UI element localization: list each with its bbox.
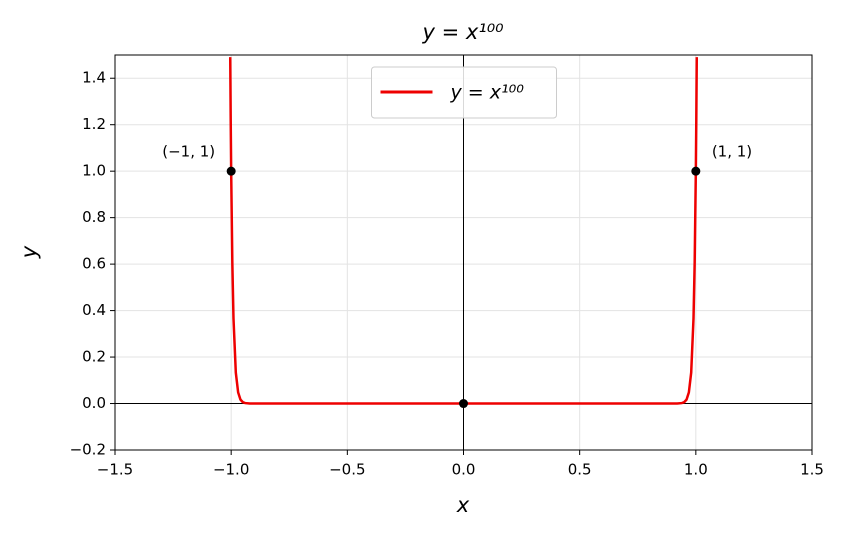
point-marker <box>691 166 701 176</box>
y-tick-label: 1.4 <box>82 69 106 87</box>
y-tick-label: 1.2 <box>82 115 106 133</box>
chart-title: y = x¹⁰⁰ <box>421 20 504 44</box>
annotation: (−1, 1) <box>162 143 215 161</box>
x-tick-label: −0.5 <box>329 461 365 479</box>
y-tick-label: 0.6 <box>82 255 106 273</box>
point-marker <box>226 166 236 176</box>
x-tick-label: 0.5 <box>568 461 592 479</box>
x-tick-label: 1.5 <box>800 461 824 479</box>
legend-label: y = x¹⁰⁰ <box>450 82 525 104</box>
annotation: (1, 1) <box>712 143 752 161</box>
x-tick-label: 1.0 <box>684 461 708 479</box>
x-tick-label: −1.0 <box>213 461 249 479</box>
y-tick-label: 1.0 <box>82 162 106 180</box>
point-marker <box>459 399 468 409</box>
x-tick-label: 0.0 <box>452 461 476 479</box>
y-tick-label: 0.4 <box>82 301 106 319</box>
plot-frame <box>114 54 813 451</box>
x-axis-label: x <box>456 493 470 517</box>
y-axis-label: y <box>17 245 41 259</box>
y-tick-label: 0.0 <box>82 394 106 412</box>
y-tick-label: −0.2 <box>70 441 106 459</box>
x-tick-label: −1.5 <box>97 461 133 479</box>
legend-box <box>371 66 557 119</box>
y-tick-label: 0.8 <box>82 208 106 226</box>
y-tick-label: 0.2 <box>82 348 106 366</box>
